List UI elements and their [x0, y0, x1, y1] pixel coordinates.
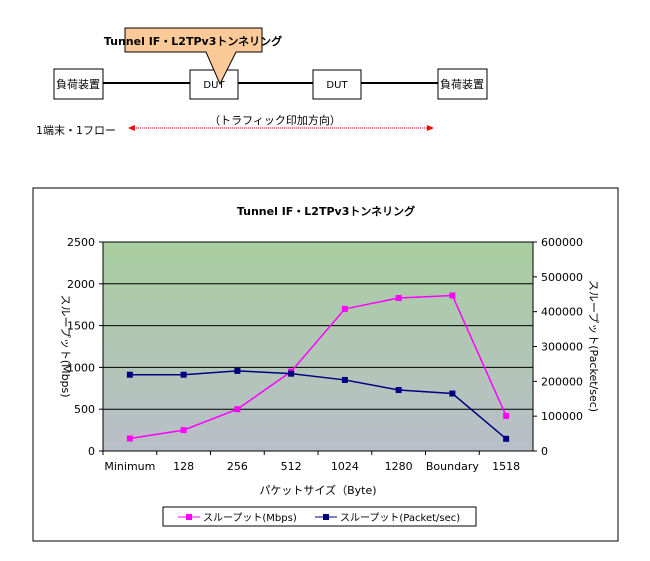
- load-device-left: [53, 68, 104, 100]
- y-tick-label: 0: [88, 445, 95, 458]
- dut-2: [312, 69, 362, 100]
- network-diagram: 負荷装置 DUT DUT 負荷装置 Tunnel IF・L2TPv3トンネリング…: [36, 27, 488, 137]
- data-point-0: [234, 406, 241, 413]
- y2-axis-label: スループット(Packet/sec): [587, 280, 600, 412]
- y-axis-label: スループット(Mbps): [59, 294, 72, 397]
- plot-area: [102, 241, 534, 452]
- series-line-1: [129, 370, 507, 440]
- data-point-0: [503, 412, 510, 419]
- traffic-direction-label: （トラフィック印加方向）: [209, 113, 341, 127]
- legend-item-pps: スループット(Packet/sec): [315, 512, 460, 524]
- y-tick-label: 1000: [67, 361, 95, 374]
- x-tick-label: 512: [281, 460, 302, 473]
- y-tick-label: 2000: [67, 278, 95, 291]
- data-point-1: [180, 371, 187, 378]
- x-tick-label: Boundary: [426, 460, 479, 473]
- y2-tick-label: 400000: [541, 306, 583, 319]
- callout-box: [124, 27, 263, 86]
- legend-item-mbps: スループット(Mbps): [178, 512, 297, 524]
- data-point-1: [449, 390, 456, 397]
- flow-label: 1端末・1フロー: [36, 123, 116, 137]
- y2-tick-label: 0: [541, 445, 548, 458]
- x-tick-label: 128: [173, 460, 194, 473]
- y2-tick-label: 100000: [541, 410, 583, 423]
- y-tick-label: 500: [74, 403, 95, 416]
- x-axis-label: パケットサイズ（Byte): [259, 483, 376, 497]
- y-tick-label: 2500: [67, 236, 95, 249]
- x-tick-label: Minimum: [104, 460, 155, 473]
- chart: Tunnel IF・L2TPv3トンネリング スループット(Mbps) スループ…: [32, 187, 619, 542]
- x-tick-label: 1280: [385, 460, 413, 473]
- load-device-right: [437, 68, 488, 100]
- x-tick-label: 256: [227, 460, 248, 473]
- y2-tick-label: 300000: [541, 341, 583, 354]
- y2-tick-label: 600000: [541, 236, 583, 249]
- load-device-right-label: 負荷装置: [440, 78, 484, 91]
- data-point-0: [180, 427, 187, 434]
- y2-tick-label: 500000: [541, 271, 583, 284]
- data-point-0: [395, 295, 402, 302]
- dut-1: [189, 69, 239, 100]
- chart-marks: 0 500 1000 1500 2000 2500 0 100000 200000 300000 4…: [67, 236, 583, 473]
- chart-title: Tunnel IF・L2TPv3トンネリング: [237, 204, 415, 218]
- dut-1-label: DUT: [203, 80, 225, 91]
- data-point-1: [503, 435, 510, 442]
- legend-label-pps: スループット(Packet/sec): [340, 512, 460, 524]
- data-point-0: [449, 292, 456, 299]
- y2-tick-label: 200000: [541, 375, 583, 388]
- load-device-left-label: 負荷装置: [56, 78, 100, 91]
- data-point-0: [341, 305, 348, 312]
- callout-label: Tunnel IF・L2TPv3トンネリング: [104, 34, 282, 48]
- dut-2-label: DUT: [326, 80, 348, 91]
- data-point-1: [395, 387, 402, 394]
- data-point-1: [126, 371, 133, 378]
- x-tick-label: 1518: [492, 460, 520, 473]
- data-point-1: [341, 376, 348, 383]
- legend-label-mbps: スループット(Mbps): [203, 512, 297, 524]
- data-point-1: [288, 370, 295, 377]
- data-point-1: [234, 367, 241, 374]
- series-line-0: [129, 294, 507, 440]
- data-point-0: [126, 435, 133, 442]
- y-tick-label: 1500: [67, 320, 95, 333]
- x-tick-label: 1024: [331, 460, 359, 473]
